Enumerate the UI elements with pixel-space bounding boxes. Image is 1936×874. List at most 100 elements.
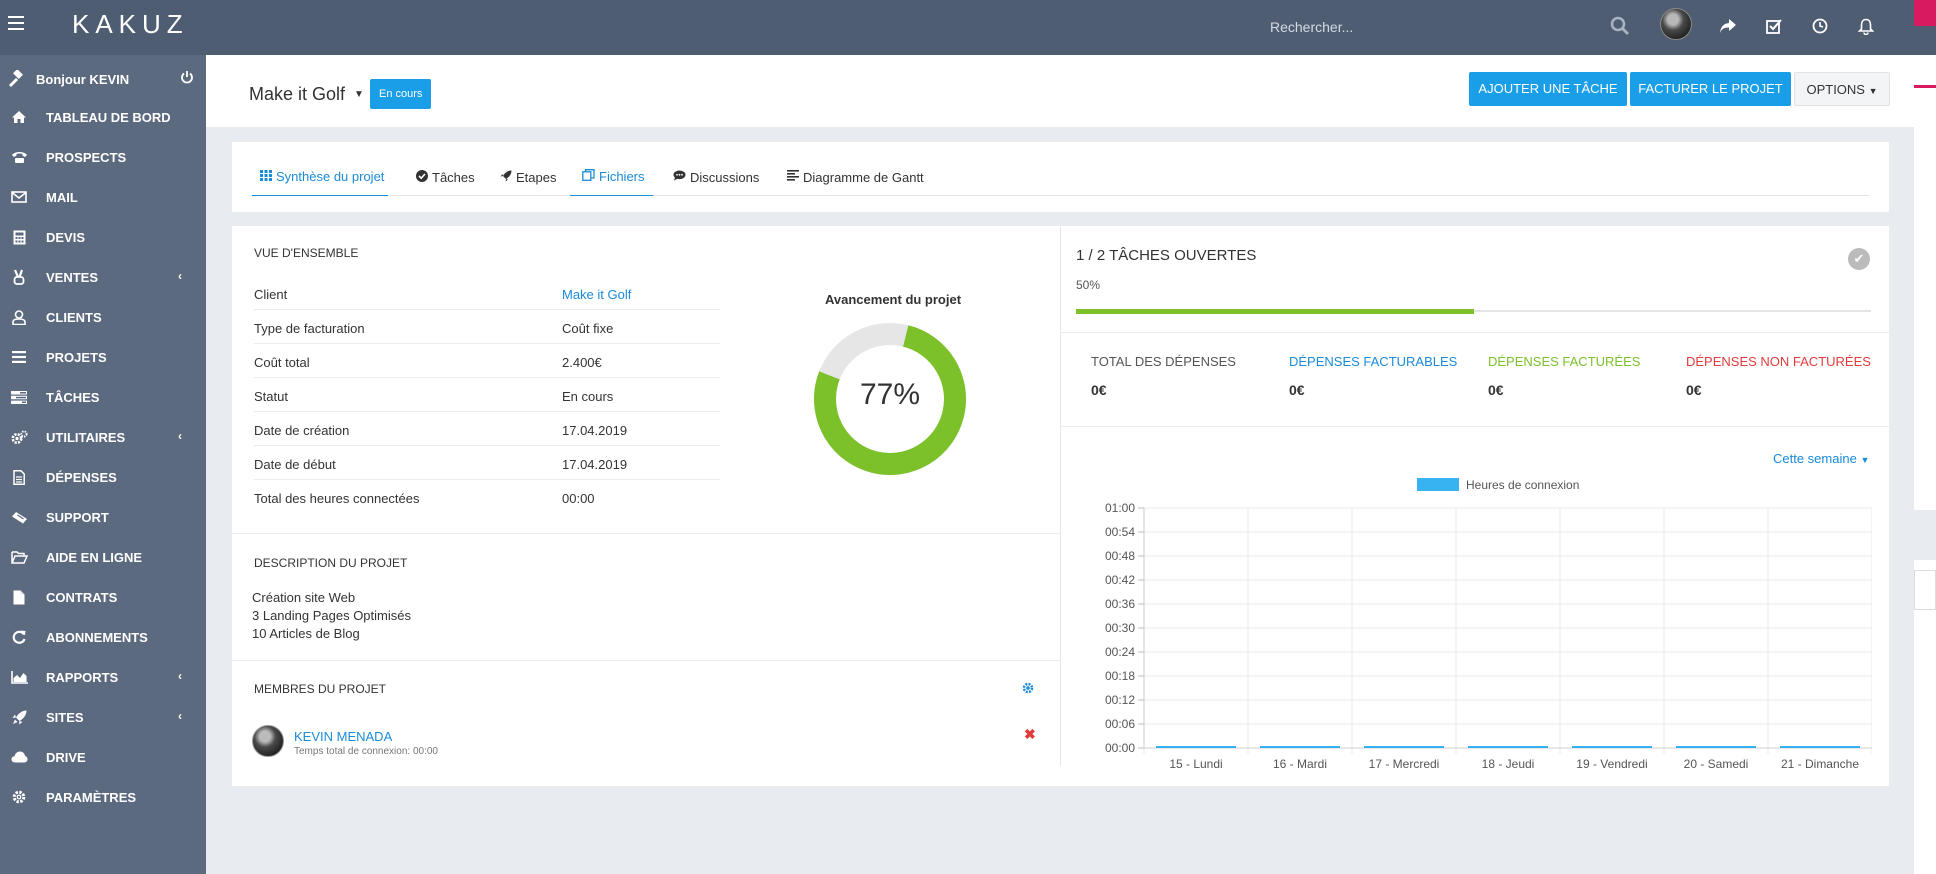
bell-icon[interactable]	[1854, 14, 1878, 38]
share-icon[interactable]	[1716, 14, 1740, 38]
bill-project-button[interactable]: FACTURER LE PROJET	[1630, 72, 1791, 106]
y-tick-label: 00:24	[1105, 645, 1135, 659]
sidebar-item-label: VENTES	[46, 270, 99, 285]
y-tick-label: 00:54	[1105, 525, 1135, 539]
description-line: 10 Articles de Blog	[252, 626, 360, 641]
member-connection-time: Temps total de connexion: 00:00	[294, 746, 438, 757]
refresh-icon	[10, 629, 28, 645]
sidebar-item-label: SUPPORT	[46, 510, 109, 525]
sidebar: Bonjour KEVIN TABLEAU DE BORD PROSPECTS MA…	[0, 55, 206, 874]
sidebar-item-label: SITES	[46, 710, 84, 725]
sidebar-item-mail[interactable]: MAIL	[0, 177, 206, 217]
bar[interactable]	[1364, 746, 1444, 748]
user-greeting: Bonjour KEVIN	[36, 72, 130, 87]
y-tick-label: 00:00	[1105, 741, 1135, 755]
overview-key: Client	[254, 287, 288, 302]
y-tick-label: 00:18	[1105, 669, 1135, 683]
remove-member-icon[interactable]: ✖	[1024, 726, 1036, 742]
tab-fichiers[interactable]: Fichiers	[570, 158, 653, 196]
x-tick-label: 18 - Jeudi	[1482, 757, 1535, 770]
tab-label: Fichiers	[599, 169, 645, 184]
overview-value: 17.04.2019	[562, 457, 628, 472]
sidebar-item-utilitaires[interactable]: UTILITAIRES ‹	[0, 417, 206, 457]
tabs-bar: Synthèse du projet Tâches Etapes Fichier…	[232, 142, 1889, 212]
sidebar-item-contrats[interactable]: CONTRATS	[0, 577, 206, 617]
description-line: Création site Web	[252, 590, 356, 605]
tab-label: Etapes	[516, 169, 557, 185]
tab-discussions[interactable]: Discussions	[673, 158, 759, 196]
tab-etapes[interactable]: Etapes	[500, 158, 556, 196]
overview-value: 17.04.2019	[562, 423, 628, 438]
member-name[interactable]: KEVIN MENADA	[294, 729, 393, 744]
overview-value: En cours	[562, 389, 614, 404]
tab-taches[interactable]: Tâches	[416, 158, 475, 196]
bar[interactable]	[1156, 746, 1236, 748]
overview-value[interactable]: Make it Golf	[562, 287, 632, 302]
bar[interactable]	[1260, 746, 1340, 748]
sidebar-item-devis[interactable]: DEVIS	[0, 217, 206, 257]
sidebar-item-sites[interactable]: SITES ‹	[0, 697, 206, 737]
sidebar-item-abonnements[interactable]: ABONNEMENTS	[0, 617, 206, 657]
sidebar-item-rapports[interactable]: RAPPORTS ‹	[0, 657, 206, 697]
search-icon[interactable]	[1608, 14, 1632, 38]
options-button[interactable]: OPTIONS ▼	[1794, 72, 1890, 106]
tab-gantt[interactable]: Diagramme de Gantt	[787, 158, 924, 196]
sidebar-item-tableau-de-bord[interactable]: TABLEAU DE BORD	[0, 97, 206, 137]
gear-icon[interactable]	[1022, 682, 1034, 697]
comment-icon	[673, 170, 686, 184]
caret-down-icon[interactable]: ▼	[354, 89, 364, 100]
bar[interactable]	[1780, 746, 1860, 748]
sidebar-item-drive[interactable]: DRIVE	[0, 737, 206, 777]
user-avatar[interactable]	[1660, 8, 1692, 40]
overview-row: Date de début 17.04.2019	[254, 446, 720, 480]
check-square-icon[interactable]	[1762, 14, 1786, 38]
app-logo[interactable]: KAKUZ	[72, 9, 189, 39]
align-left-icon	[787, 170, 799, 184]
sidebar-user: Bonjour KEVIN	[0, 65, 206, 95]
bar[interactable]	[1468, 746, 1548, 748]
description-title: DESCRIPTION DU PROJET	[254, 556, 408, 570]
cog-icon	[10, 789, 28, 805]
sidebar-item-ventes[interactable]: VENTES ‹	[0, 257, 206, 297]
tab-label: Tâches	[432, 169, 475, 185]
sidebar-item-support[interactable]: SUPPORT	[0, 497, 206, 537]
overview-row: Coût total 2.400€	[254, 344, 720, 378]
project-title[interactable]: Make it Golf	[249, 84, 346, 104]
overview-key: Date de début	[254, 457, 336, 472]
sidebar-item-label: RAPPORTS	[46, 670, 119, 685]
expense-value: 0€	[1686, 382, 1702, 398]
overview-row: Statut En cours	[254, 378, 720, 412]
sidebar-item-aide-en-ligne[interactable]: AIDE EN LIGNE	[0, 537, 206, 577]
rocket-icon	[10, 709, 28, 725]
sidebar-item-projets[interactable]: PROJETS	[0, 337, 206, 377]
search-input[interactable]	[1270, 13, 1610, 41]
sidebar-item-tâches[interactable]: TÂCHES	[0, 377, 206, 417]
sidebar-item-paramètres[interactable]: PARAMÈTRES	[0, 777, 206, 817]
overview-value: 2.400€	[562, 355, 602, 370]
expense-value: 0€	[1289, 382, 1305, 398]
menu-icon[interactable]	[8, 16, 24, 30]
connection-hours-chart: Heures de connexion 00:00 00:06 00:12 00:18 0…	[1105, 478, 1872, 770]
sidebar-item-label: CONTRATS	[46, 590, 118, 605]
sidebar-item-clients[interactable]: CLIENTS	[0, 297, 206, 337]
ticket-icon	[10, 509, 28, 525]
bar[interactable]	[1572, 746, 1652, 748]
sidebar-item-label: ABONNEMENTS	[46, 630, 148, 645]
phone-icon	[10, 149, 28, 165]
overview-row: Type de facturation Coût fixe	[254, 310, 720, 344]
week-selector[interactable]: Cette semaine ▼	[1773, 451, 1869, 466]
overview-row: Client Make it Golf	[254, 276, 720, 310]
bar[interactable]	[1676, 746, 1756, 748]
overview-key: Date de création	[254, 423, 350, 438]
expense-label: DÉPENSES NON FACTURÉES	[1686, 354, 1871, 369]
victory-icon	[10, 269, 28, 285]
overview-value: 00:00	[562, 491, 595, 506]
tasks-progress-bar	[1076, 309, 1871, 314]
tab-synthese[interactable]: Synthèse du projet	[252, 158, 389, 196]
add-task-button[interactable]: AJOUTER UNE TÂCHE	[1469, 72, 1627, 106]
clock-icon[interactable]	[1808, 14, 1832, 38]
sidebar-item-prospects[interactable]: PROSPECTS	[0, 137, 206, 177]
sidebar-item-dépenses[interactable]: DÉPENSES	[0, 457, 206, 497]
power-icon[interactable]	[180, 70, 194, 87]
expense-label: DÉPENSES FACTURABLES	[1289, 354, 1458, 369]
